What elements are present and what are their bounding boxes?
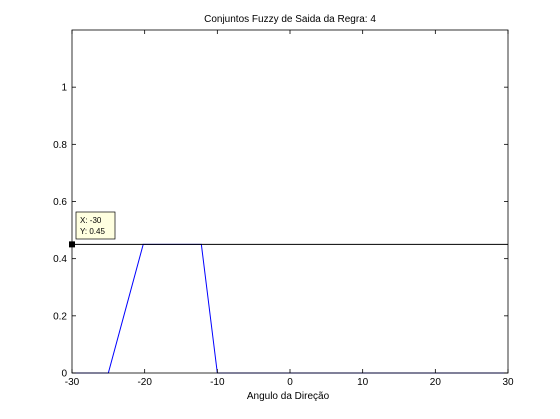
y-ticks: 0 0.2 0.4 0.6 0.8 1	[53, 83, 508, 380]
datatip-box	[75, 211, 116, 240]
y-tick-label: 0.6	[53, 197, 67, 208]
x-ticks: -30 -20 -10 0 10 20 30	[65, 30, 514, 388]
datatip-y-text: Y: 0.45	[80, 227, 105, 236]
x-tick-label: 0	[287, 377, 293, 388]
x-tick-label: 30	[502, 377, 514, 388]
x-tick-label: -10	[210, 377, 225, 388]
datatip[interactable]: X: -30 Y: 0.45	[69, 211, 116, 248]
y-tick-label: 1	[61, 83, 67, 94]
y-tick-label: 0	[61, 369, 67, 380]
chart-title: Conjuntos Fuzzy de Saida da Regra: 4	[204, 14, 376, 25]
x-axis-label: Angulo da Direção	[247, 391, 330, 402]
y-tick-label: 0.4	[53, 254, 67, 265]
x-tick-label: -20	[137, 377, 152, 388]
x-tick-label: 20	[430, 377, 442, 388]
y-tick-label: 0.8	[53, 140, 67, 151]
y-tick-label: 0.2	[53, 311, 67, 322]
x-tick-label: -30	[65, 377, 80, 388]
datatip-x-text: X: -30	[80, 216, 102, 225]
datatip-marker[interactable]	[69, 241, 75, 248]
axes-background	[72, 30, 508, 373]
x-tick-label: 10	[357, 377, 369, 388]
